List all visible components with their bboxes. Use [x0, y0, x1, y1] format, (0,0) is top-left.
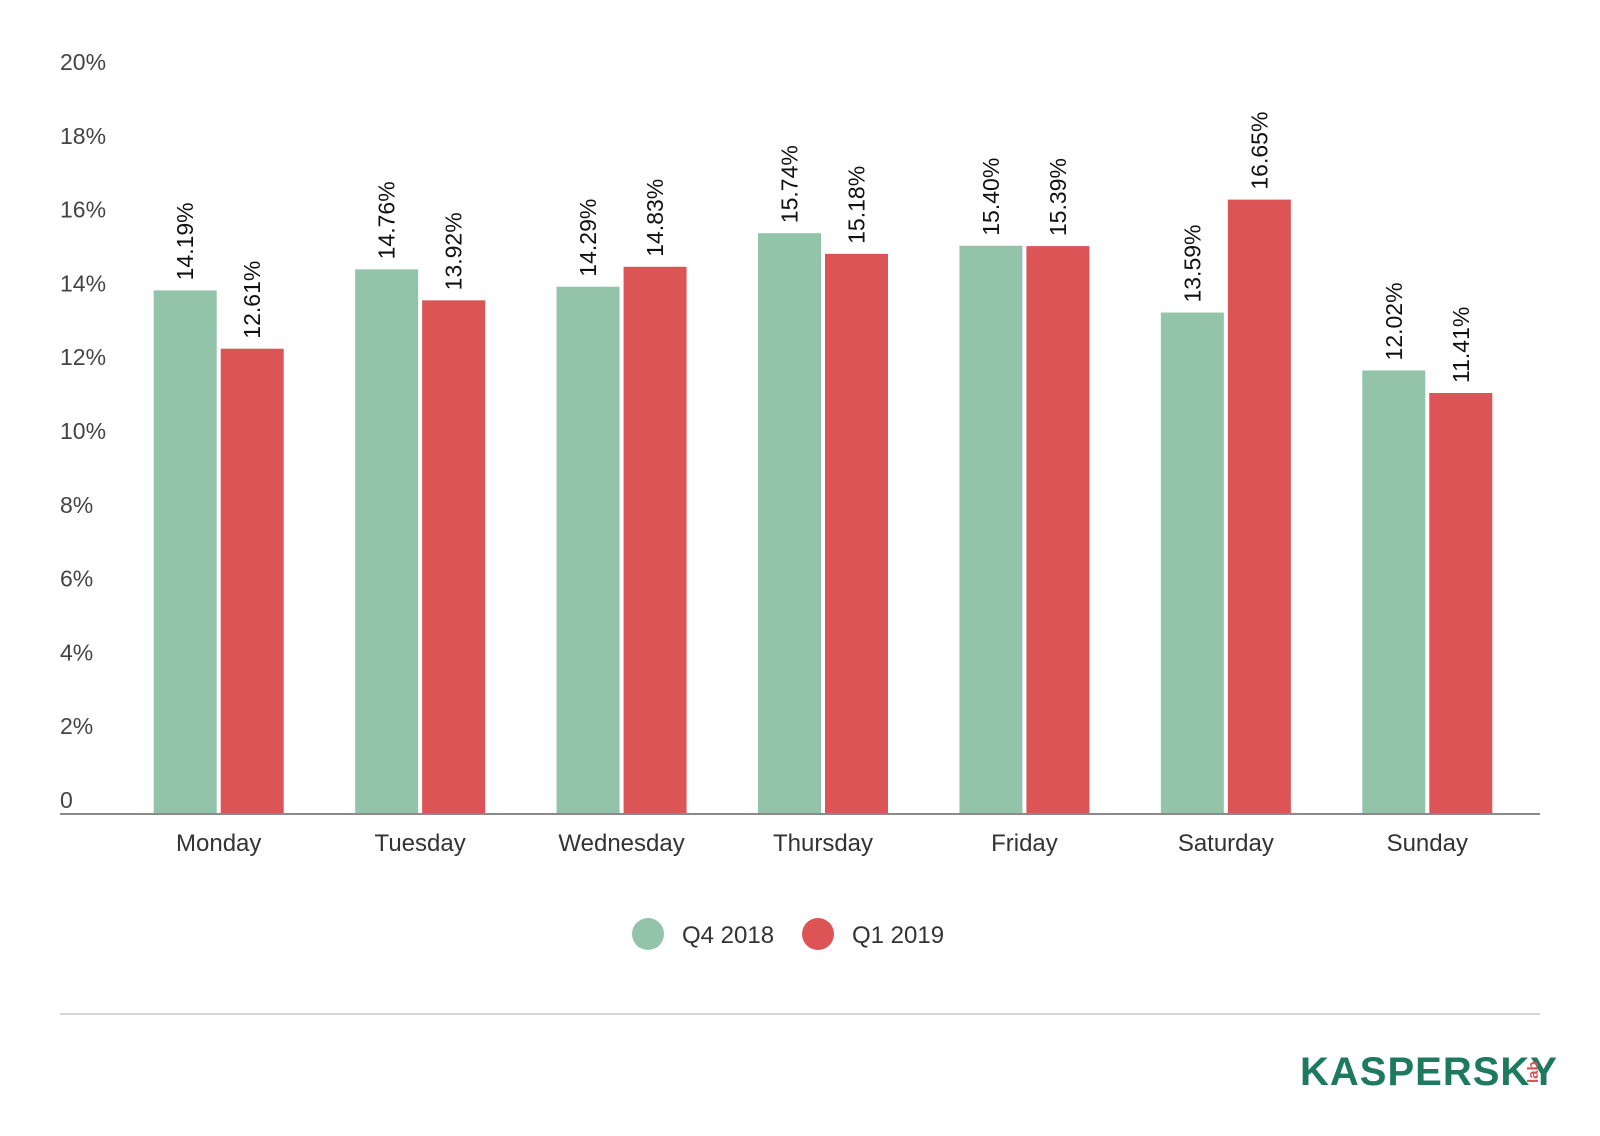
data-label: 13.92% — [441, 212, 467, 290]
y-tick-label: 12% — [60, 344, 106, 370]
category-label: Wednesday — [558, 830, 684, 857]
legend-swatch — [802, 918, 834, 950]
bars — [153, 199, 1493, 815]
data-label: 15.39% — [1045, 158, 1071, 236]
y-axis-ticks: 0 2% 4% 6% 8% 10% 12% 14% 16% 18% 20% — [60, 49, 106, 813]
legend-swatch — [632, 918, 664, 950]
bar-q4-2018-saturday — [1160, 312, 1224, 814]
data-label: 13.59% — [1179, 225, 1205, 303]
y-tick-label: 14% — [60, 270, 106, 296]
data-label: 14.29% — [575, 199, 601, 277]
y-tick-label: 0 — [60, 787, 73, 813]
data-label: 15.40% — [978, 158, 1004, 236]
y-tick-label: 6% — [60, 566, 93, 592]
kaspersky-logo: KASPERSKY lab — [1300, 1050, 1558, 1094]
logo-sub: lab — [1525, 1061, 1542, 1083]
data-label: 12.02% — [1381, 282, 1407, 360]
bar-q4-2018-monday — [153, 290, 217, 814]
category-label: Tuesday — [375, 830, 466, 857]
bar-q1-2019-friday — [1026, 246, 1090, 814]
bar-q1-2019-tuesday — [422, 300, 486, 814]
data-labels: 14.19% 12.61% 14.76% 13.92% 14.29% 14.83% 15.7… — [172, 112, 1474, 383]
logo-text: KASPERSKY — [1300, 1050, 1558, 1094]
category-labels: Monday Tuesday Wednesday Thursday Friday Satu… — [176, 830, 1468, 857]
data-label: 16.65% — [1246, 112, 1272, 190]
bar-q4-2018-thursday — [758, 233, 821, 815]
bar-q1-2019-monday — [220, 348, 284, 814]
category-label: Monday — [176, 830, 261, 857]
data-label: 11.41% — [1448, 307, 1474, 383]
data-label: 14.19% — [172, 202, 198, 280]
y-tick-label: 2% — [60, 713, 93, 739]
legend-label: Q1 2019 — [852, 922, 944, 949]
category-label: Saturday — [1178, 830, 1274, 857]
y-tick-label: 16% — [60, 197, 106, 223]
bar-q4-2018-wednesday — [556, 286, 620, 815]
y-tick-label: 18% — [60, 123, 106, 149]
bar-q1-2019-thursday — [825, 253, 888, 814]
data-label: 12.61% — [239, 261, 265, 339]
bar-q1-2019-saturday — [1227, 199, 1291, 815]
y-tick-label: 10% — [60, 418, 106, 444]
data-label: 14.76% — [374, 181, 400, 259]
bar-q1-2019-wednesday — [623, 266, 687, 814]
y-tick-label: 4% — [60, 639, 93, 665]
data-label: 14.83% — [642, 179, 668, 257]
category-label: Thursday — [773, 830, 873, 857]
y-tick-label: 8% — [60, 492, 93, 518]
bar-q1-2019-sunday — [1429, 392, 1493, 814]
legend-label: Q4 2018 — [682, 922, 774, 949]
category-label: Friday — [991, 830, 1058, 857]
bar-q4-2018-friday — [959, 245, 1023, 815]
bar-q4-2018-tuesday — [355, 269, 419, 815]
y-tick-label: 20% — [60, 49, 106, 75]
data-label: 15.18% — [844, 166, 870, 244]
category-label: Sunday — [1387, 830, 1468, 857]
bar-q4-2018-sunday — [1362, 370, 1426, 814]
data-label: 15.74% — [777, 145, 803, 223]
legend: Q4 2018 Q1 2019 — [632, 918, 944, 950]
